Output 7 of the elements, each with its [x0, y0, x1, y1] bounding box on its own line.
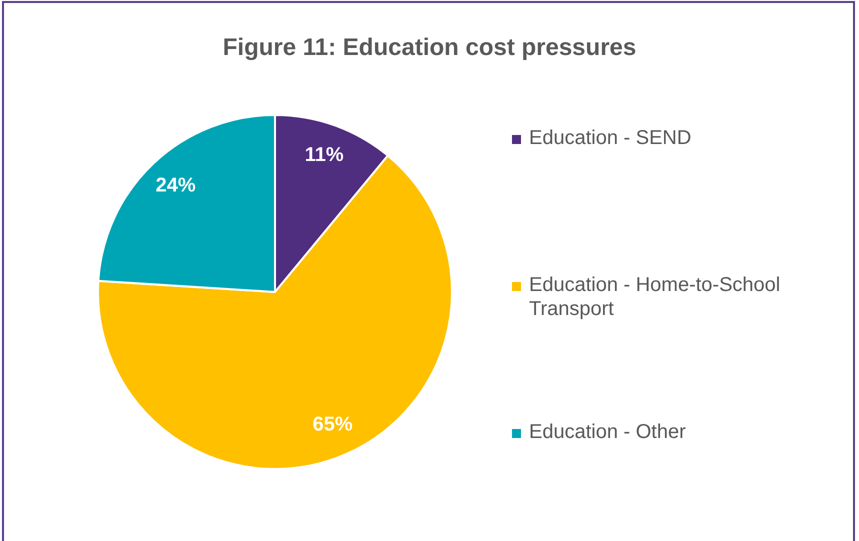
data-label: 11% [304, 144, 344, 166]
legend-label: Education - Home-to-School Transport [529, 273, 782, 321]
legend-label: Education - Other [529, 420, 686, 444]
data-label: 24% [156, 174, 196, 197]
legend-label: Education - SEND [529, 126, 692, 150]
chart-title: Figure 11: Education cost pressures [222, 34, 638, 62]
data-label: 65% [312, 414, 353, 436]
